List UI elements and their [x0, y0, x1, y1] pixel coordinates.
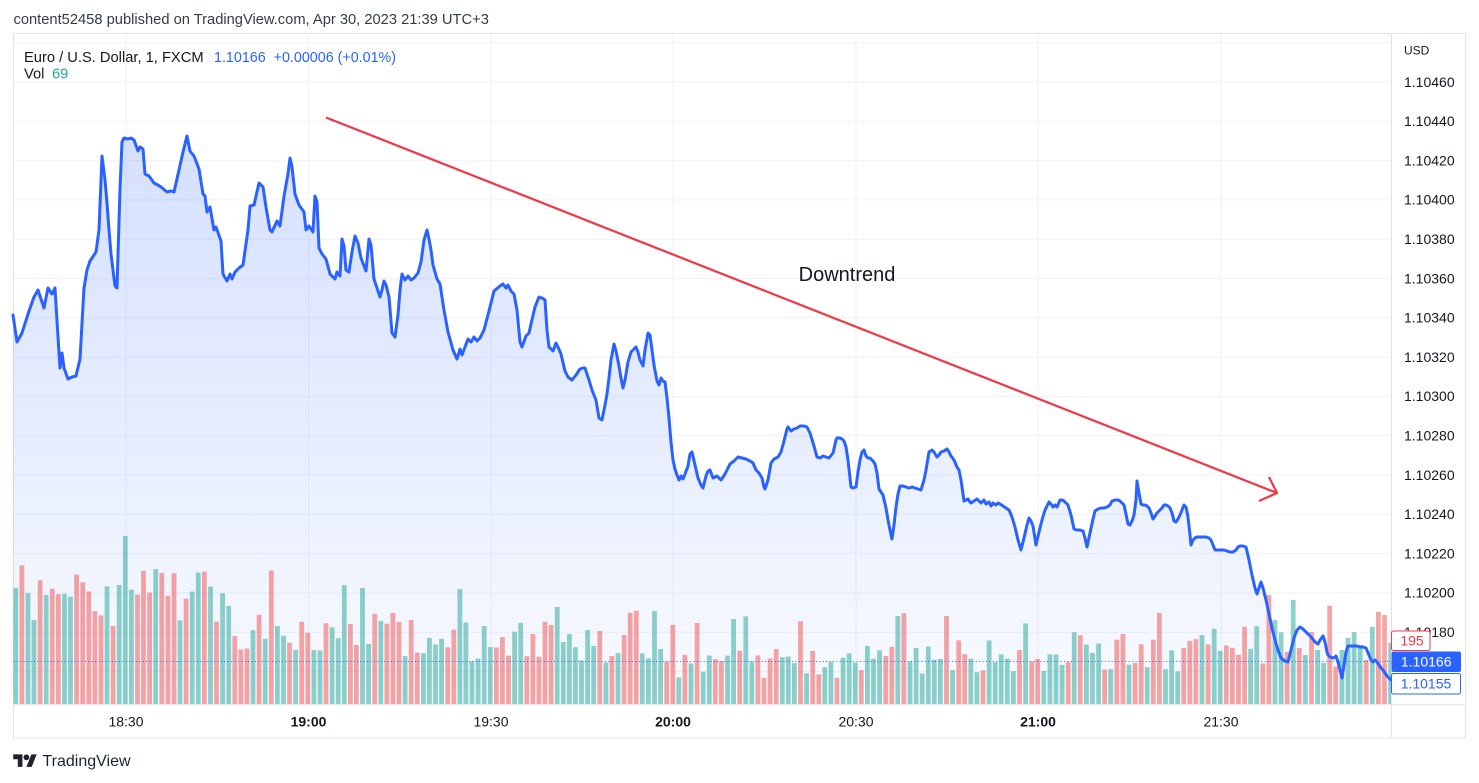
svg-text:20:00: 20:00 — [655, 713, 691, 729]
svg-text:195: 195 — [1400, 633, 1424, 649]
svg-text:19:00: 19:00 — [291, 713, 327, 729]
svg-text:Vol: Vol — [24, 67, 44, 83]
svg-text:TradingView: TradingView — [43, 753, 131, 770]
svg-text:1.10280: 1.10280 — [1404, 428, 1455, 444]
svg-text:21:30: 21:30 — [1203, 713, 1238, 729]
svg-text:18:30: 18:30 — [108, 713, 143, 729]
svg-text:1.10440: 1.10440 — [1404, 113, 1455, 129]
svg-text:19:30: 19:30 — [473, 713, 508, 729]
svg-text:69: 69 — [52, 67, 68, 83]
svg-text:content52458 published on Trad: content52458 published on TradingView.co… — [14, 12, 489, 28]
svg-text:1.10166 +0.00006 (+0.01%): 1.10166 +0.00006 (+0.01%) — [214, 50, 396, 66]
svg-text:1.10460: 1.10460 — [1404, 74, 1455, 90]
svg-text:21:00: 21:00 — [1020, 713, 1056, 729]
svg-text:USD: USD — [1404, 44, 1430, 58]
svg-text:1.10320: 1.10320 — [1404, 349, 1455, 365]
svg-text:1.10380: 1.10380 — [1404, 231, 1455, 247]
svg-text:Downtrend: Downtrend — [799, 264, 896, 286]
svg-text:1.10420: 1.10420 — [1404, 152, 1455, 168]
svg-text:20:30: 20:30 — [838, 713, 873, 729]
svg-text:1.10166: 1.10166 — [1401, 654, 1452, 670]
svg-text:1.10155: 1.10155 — [1401, 676, 1452, 692]
svg-text:1.10220: 1.10220 — [1404, 545, 1455, 561]
svg-text:1.10200: 1.10200 — [1404, 585, 1455, 601]
svg-text:1.10400: 1.10400 — [1404, 192, 1455, 208]
svg-text:1.10340: 1.10340 — [1404, 310, 1455, 326]
svg-text:1.10240: 1.10240 — [1404, 506, 1455, 522]
svg-text:Euro / U.S. Dollar, 1, FXCM: Euro / U.S. Dollar, 1, FXCM — [24, 50, 204, 66]
svg-text:1.10300: 1.10300 — [1404, 388, 1455, 404]
svg-text:1.10360: 1.10360 — [1404, 270, 1455, 286]
svg-text:1.10260: 1.10260 — [1404, 467, 1455, 483]
